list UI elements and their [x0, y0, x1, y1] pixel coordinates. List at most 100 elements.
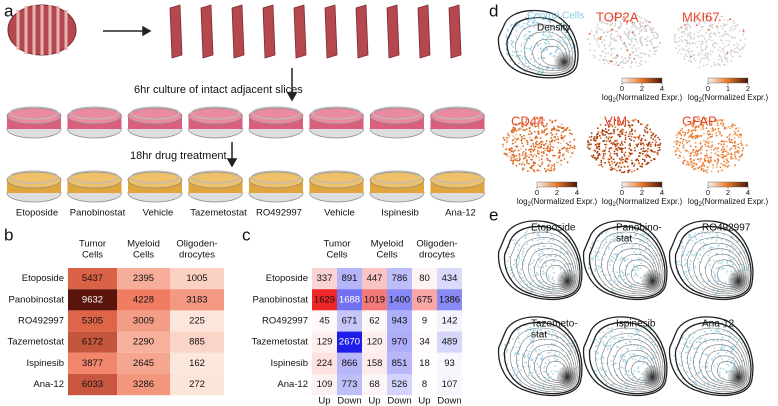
cell-dot — [651, 44, 653, 46]
cell-dot — [528, 350, 531, 353]
cell-dot — [506, 28, 509, 31]
cell-dot — [604, 143, 606, 146]
cell-dot — [715, 132, 717, 135]
cell-dot — [538, 151, 541, 153]
cell-dot — [683, 58, 686, 61]
cell-dot — [559, 142, 562, 145]
cell-dot — [537, 286, 539, 289]
cell-dot — [711, 135, 713, 138]
dish-rim — [311, 170, 362, 184]
cell-dot — [715, 43, 718, 45]
cell-dot — [590, 29, 593, 32]
cell-dot — [713, 42, 716, 44]
cell-dot — [522, 252, 524, 255]
cell-dot — [594, 270, 597, 272]
cell-dot — [625, 385, 628, 388]
cell-dot — [588, 143, 591, 146]
cell-dot — [716, 352, 719, 355]
cell-dot — [536, 363, 539, 366]
cell-dot — [547, 19, 550, 22]
cell-dot — [681, 35, 683, 38]
cell-dot — [641, 166, 643, 168]
cell-dot — [550, 234, 553, 237]
cell-dot — [675, 140, 678, 142]
arrow — [103, 25, 298, 168]
cell-dot — [512, 374, 515, 376]
cell-dot — [733, 124, 736, 127]
cell-dot — [723, 55, 726, 58]
cell-dot — [521, 354, 524, 356]
heat-cell — [412, 289, 437, 311]
cell-dot — [610, 24, 613, 26]
cell-dot — [710, 152, 713, 154]
cell-dot — [517, 149, 520, 152]
cell-dot — [624, 362, 627, 364]
cell-dot — [620, 148, 623, 151]
density-contour — [582, 220, 668, 301]
cell-dot — [637, 56, 640, 58]
cell-dot — [704, 52, 707, 55]
cell-dot — [547, 372, 550, 375]
colorbar-tick-label: 2 — [640, 188, 644, 197]
cell-dot — [658, 138, 661, 141]
cell-dot — [643, 27, 645, 30]
cell-value: 1005 — [186, 273, 207, 284]
cell-dot — [739, 156, 741, 159]
cell-dot — [551, 326, 553, 328]
cell-dot — [701, 376, 704, 379]
cell-dot — [623, 43, 626, 46]
cell-dot — [600, 161, 603, 164]
row-label: Etoposide — [22, 273, 64, 284]
cell-dot — [646, 143, 648, 146]
cell-dot — [530, 153, 533, 156]
cell-dot — [640, 63, 642, 66]
colorbar-tick-label: 4 — [660, 84, 664, 93]
cell-dot — [638, 245, 641, 247]
cell-dot — [720, 57, 723, 60]
cell-dot — [706, 54, 709, 57]
cell-dot — [685, 270, 688, 273]
subcolumn-label: Down — [437, 396, 461, 406]
cell-dot — [640, 137, 643, 140]
cell-dot — [619, 26, 622, 29]
cell-dot — [689, 26, 692, 29]
cell-dot — [652, 34, 655, 37]
cell-dot — [540, 47, 542, 50]
cell-dot — [694, 142, 697, 144]
colorbar — [621, 77, 663, 84]
cell-dot — [684, 131, 687, 134]
cell-dot — [609, 345, 612, 348]
dish-rim — [9, 170, 59, 184]
cell-dot — [588, 32, 591, 35]
cell-dot — [604, 55, 607, 58]
cell-dot — [605, 143, 608, 146]
cell-dot — [513, 137, 516, 140]
cell-dot — [610, 136, 612, 139]
heat-cell — [387, 331, 412, 353]
colorbar-label: log2(Normalized Expr.) — [688, 93, 769, 103]
cell-dot — [611, 270, 614, 273]
cell-dot — [700, 18, 703, 21]
cell-dot — [550, 254, 553, 257]
cell-dot — [554, 51, 557, 54]
cell-dot — [546, 155, 549, 157]
cell-dot — [548, 169, 551, 172]
cell-dot — [703, 38, 706, 40]
cell-dot — [514, 352, 517, 355]
cell-dot — [528, 356, 530, 358]
cell-dot — [535, 13, 538, 16]
cell-dot — [723, 127, 726, 130]
cell-dot — [521, 277, 524, 279]
cell-value: 162 — [189, 358, 205, 369]
cell-dot — [722, 63, 725, 66]
cell-dot — [541, 161, 544, 164]
cell-dot — [569, 363, 572, 365]
cell-dot — [640, 341, 643, 344]
cell-dot — [622, 121, 624, 123]
cell-dot — [688, 269, 691, 272]
cell-dot — [557, 151, 560, 154]
cell-dot — [683, 49, 685, 51]
cell-dot — [714, 34, 717, 37]
cell-dot — [721, 140, 724, 143]
cell-dot — [543, 144, 546, 147]
